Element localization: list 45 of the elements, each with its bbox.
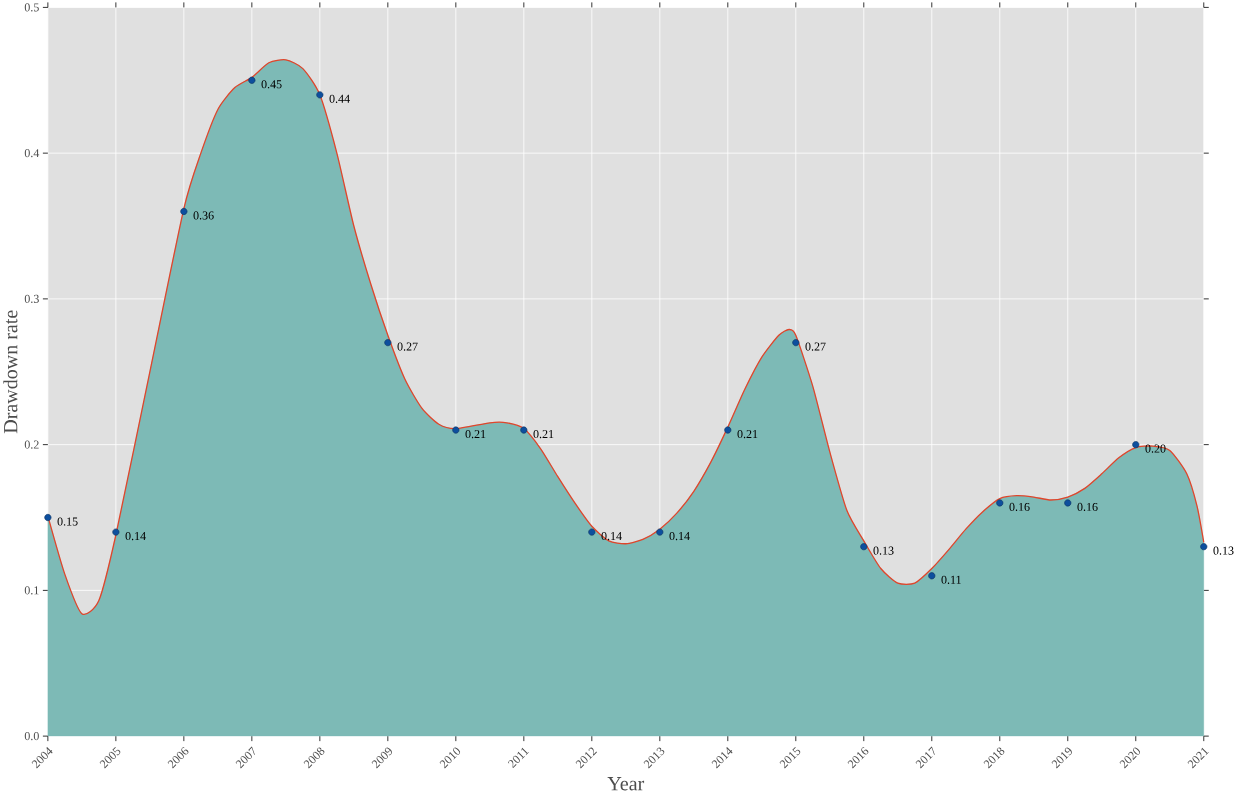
y-tick-label: 0.5 <box>24 3 39 12</box>
data-label: 0.21 <box>737 430 758 439</box>
y-tick-label: 0.1 <box>24 586 39 595</box>
data-label: 0.13 <box>1213 546 1234 555</box>
point <box>1132 441 1140 449</box>
point <box>792 339 800 347</box>
data-label: 0.14 <box>601 532 622 541</box>
y-tick-label: 0.2 <box>24 440 39 449</box>
x-tick-label: 2011 <box>507 747 529 769</box>
y-tick-label: 0.4 <box>24 149 40 158</box>
data-label: 0.16 <box>1009 502 1030 512</box>
point <box>452 426 460 434</box>
y-axis-title: Drawdown rate <box>3 310 18 434</box>
data-label: 0.11 <box>941 575 961 584</box>
data-label: 0.45 <box>261 80 282 89</box>
point <box>928 572 936 580</box>
point <box>180 208 188 216</box>
data-label: 0.16 <box>1077 502 1098 512</box>
point <box>996 499 1004 507</box>
point <box>112 528 120 536</box>
x-axis-title: Year <box>607 777 645 791</box>
point <box>316 91 324 99</box>
data-label: 0.36 <box>193 211 214 220</box>
data-label: 0.21 <box>465 430 486 439</box>
data-label: 0.27 <box>397 342 418 351</box>
point <box>384 339 392 347</box>
y-tick-label: 0.3 <box>24 294 39 304</box>
data-label: 0.27 <box>805 342 826 351</box>
point <box>1064 499 1072 507</box>
data-label: 0.14 <box>125 532 146 541</box>
y-tick-label: 0.0 <box>24 732 39 741</box>
point <box>588 528 596 536</box>
point <box>1200 543 1208 551</box>
data-label: 0.20 <box>1145 444 1166 453</box>
point <box>248 76 256 84</box>
data-label: 0.21 <box>533 430 554 439</box>
data-label: 0.15 <box>57 517 78 526</box>
data-label: 0.44 <box>329 94 350 104</box>
data-label: 0.14 <box>669 532 690 541</box>
point <box>520 426 528 434</box>
point <box>656 528 664 536</box>
point <box>860 543 868 551</box>
point <box>44 514 52 522</box>
data-label: 0.13 <box>873 546 894 555</box>
point <box>724 426 732 434</box>
